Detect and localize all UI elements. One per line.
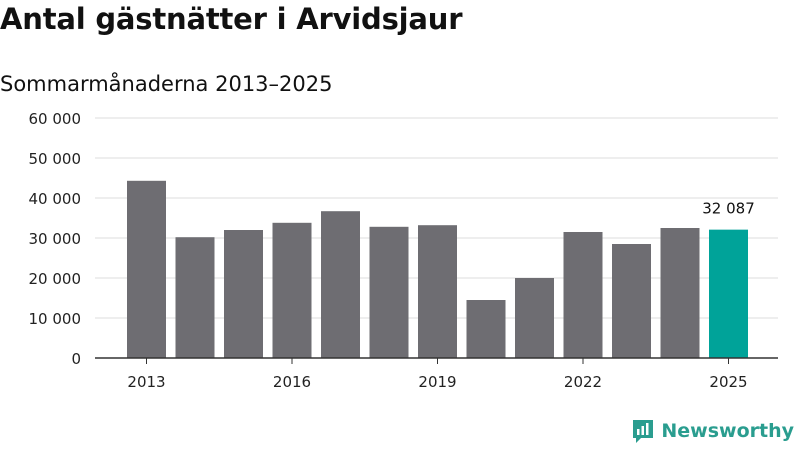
x-tick-label: 2016 — [273, 373, 311, 391]
bar-2022 — [563, 232, 603, 358]
bar-2015 — [224, 230, 263, 358]
bar-2013 — [127, 180, 166, 358]
y-tick-label: 10 000 — [29, 310, 82, 328]
y-tick-label: 20 000 — [29, 270, 82, 288]
chart-subtitle: Sommarmånaderna 2013–2025 — [0, 72, 333, 96]
bar-2021 — [515, 278, 554, 358]
chart-title: Antal gästnätter i Arvidsjaur — [0, 2, 463, 36]
bar-2025 — [709, 229, 748, 358]
bar-2016 — [272, 222, 312, 358]
brand-name: Newsworthy — [661, 420, 794, 442]
y-tick-label: 40 000 — [29, 190, 82, 208]
bar-2019 — [418, 225, 457, 358]
data-label: 32 087 — [702, 200, 755, 218]
y-tick-label: 60 000 — [29, 110, 82, 128]
x-tick-label: 2022 — [564, 373, 602, 391]
newsworthy-logo-icon — [633, 420, 654, 443]
x-tick-label: 2013 — [127, 373, 165, 391]
y-tick-label: 30 000 — [29, 230, 82, 248]
bar-2023 — [612, 244, 651, 358]
bar-2014 — [175, 237, 215, 358]
bar-2020 — [466, 300, 506, 358]
bar-2018 — [369, 226, 409, 358]
y-tick-label: 50 000 — [29, 150, 82, 168]
y-tick-label: 0 — [71, 350, 81, 368]
bar-2017 — [321, 211, 360, 358]
bar-2024 — [660, 228, 700, 358]
brand-logo: Newsworthy — [631, 418, 794, 444]
x-tick-label: 2019 — [418, 373, 456, 391]
x-tick-label: 2025 — [709, 373, 747, 391]
